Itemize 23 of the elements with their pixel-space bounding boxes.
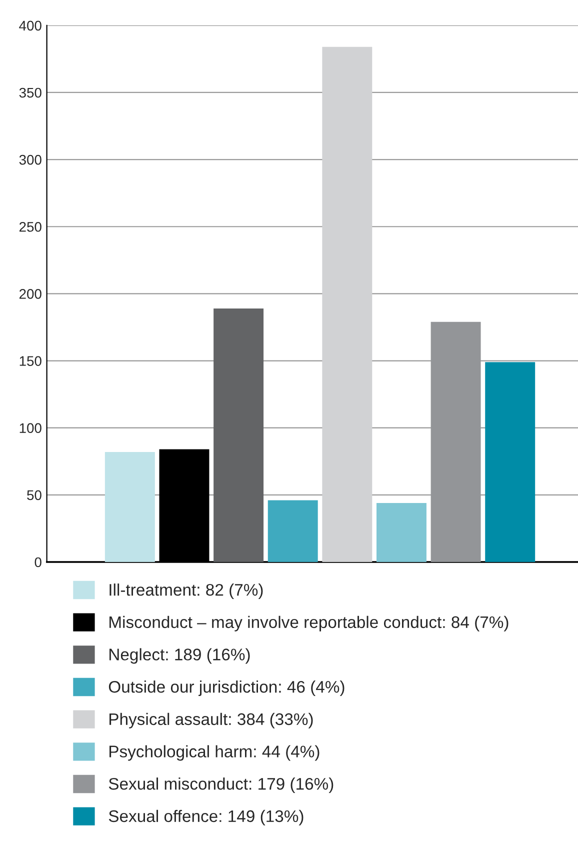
y-tick-label: 150 <box>20 356 42 366</box>
y-tick-label: 50 <box>27 490 42 500</box>
bar <box>322 46 372 562</box>
y-tick-label: 0 <box>34 557 42 568</box>
legend-label: Misconduct – may involve reportable conduct: 84 (7%) <box>110 616 508 632</box>
legend-label: Sexual offence: 149 (13%) <box>108 810 304 826</box>
y-tick-label: 300 <box>19 154 42 165</box>
y-tick-label: 400 <box>19 20 42 31</box>
legend-label: Neglect: 189 (16%) <box>110 648 250 664</box>
bar <box>214 308 264 562</box>
legend-label: Psychological harm: 44 (4%) <box>110 745 320 761</box>
legend-label: Ill-treatment: 82 (7%) <box>110 584 263 600</box>
bar <box>376 502 426 562</box>
y-tick-label: 100 <box>20 423 42 434</box>
bar <box>104 452 155 562</box>
legend-label: Outside our jurisdiction: 46 (4%) <box>108 680 344 696</box>
bar <box>268 500 318 562</box>
bar <box>485 362 536 562</box>
legend-label: Physical assault: 384 (33%) <box>110 712 313 728</box>
y-tick-label: 200 <box>19 289 42 299</box>
legend-label: Sexual misconduct: 179 (16%) <box>108 778 334 794</box>
y-tick-label: 250 <box>19 222 42 232</box>
y-tick-label: 350 <box>19 88 42 98</box>
